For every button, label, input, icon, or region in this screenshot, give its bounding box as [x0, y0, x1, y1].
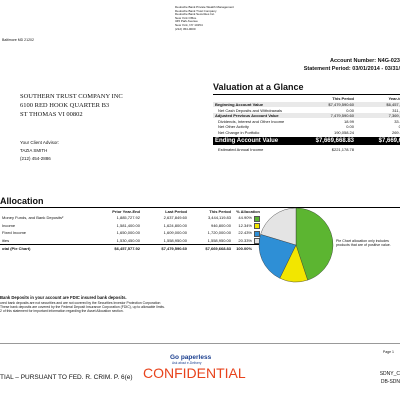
address-line: 6100 RED HOOK QUARTER B3: [20, 102, 110, 109]
bank-line: Deutsche Bank Private Wealth Management: [175, 5, 234, 9]
column-header: Prior Year-End: [112, 209, 140, 214]
advisor-phone: (212) 454-2886: [20, 156, 51, 161]
row-value: 1,885,727.92: [116, 215, 140, 220]
row-value: 20.33%: [238, 237, 252, 243]
section-title: Valuation at a Glance: [213, 82, 304, 92]
row-value: 3,444,119.83: [207, 215, 231, 220]
row-value: 0.: [399, 124, 400, 129]
pie-slice: [295, 207, 334, 281]
address-line: SOUTHERN TRUST COMPANY INC: [20, 93, 123, 100]
total-value: $7,669,668.83: [205, 246, 231, 251]
account-number: Account Number: N4G-023: [330, 58, 400, 64]
row-value: 1,581,400.00: [116, 222, 140, 228]
row-value: 1,558,950.00: [207, 237, 231, 243]
rule: [0, 207, 400, 208]
row-value: 22.43%: [238, 230, 252, 235]
row-value: $6,457,5: [386, 102, 400, 107]
legend-swatch: [254, 230, 260, 237]
page-number: Page 1: [382, 350, 394, 354]
ending-bar: [213, 137, 400, 145]
edelivery-text: Ask about e-Delivery: [172, 361, 202, 365]
row-value: 2,637,849.60: [163, 215, 187, 220]
row-label: Money Funds, and Bank Deposits²: [2, 215, 64, 220]
fdic-title: Bank Deposits in your account are FDIC i…: [0, 295, 127, 300]
row-label: Fixed Income: [2, 230, 27, 235]
row-label: Beginning Account Value: [215, 102, 264, 107]
row-value: $7,479,590.60: [328, 102, 354, 107]
row-value: 1,609,000.00: [163, 230, 187, 235]
row-value: 1,650,000.00: [116, 230, 140, 235]
row-value: 1,624,800.00: [163, 222, 187, 228]
pie-slice: [279, 244, 308, 283]
statement-period: Statement Period: 03/01/2014 - 03/31/: [303, 66, 400, 72]
bank-line: Deutsche Bank Trust Company: [175, 8, 217, 13]
bates-number: DB-SDN: [380, 379, 400, 385]
pie-note: Pie Chart allocation only includes produ…: [336, 239, 391, 248]
paperless-logo: Go paperless: [170, 354, 212, 361]
row-value: 311,8: [392, 107, 400, 113]
row-value: 44.90%: [238, 215, 252, 220]
column-header: Year-to: [388, 96, 400, 101]
row-label: Dividends, Interest and Other Income: [218, 118, 285, 124]
row-band: [213, 101, 400, 108]
row-label: Income: [2, 222, 16, 228]
bank-line: New York, NY 10154: [175, 23, 203, 27]
advisor-label: Your Client Advisor:: [20, 140, 60, 145]
total-value: $6,457,577.92: [114, 246, 140, 251]
grand-jury-legend: TIAL – PURSUANT TO FED. R. CRIM. P. 6(e): [0, 374, 133, 381]
total-label: otal (Pie Chart): [2, 246, 31, 251]
column-header: % Allocation: [236, 209, 260, 214]
legend-swatch: [254, 223, 260, 229]
bank-line: Deutsche Bank Securities Inc.: [175, 12, 216, 17]
column-header: This Period: [209, 209, 231, 214]
estimated-label: Estimated Annual Income: [218, 147, 264, 152]
estimated-value: $221,178.78: [331, 147, 354, 152]
sender-address: Baltimore MD 21202: [2, 38, 34, 42]
row-value: 33.3: [394, 118, 400, 124]
total-value: $7,479,590.60: [161, 246, 187, 251]
row-value: 1,530,450.00: [116, 237, 140, 243]
ending-value: $7,669,6: [378, 138, 400, 144]
row-value: 946,800.00: [210, 222, 231, 228]
fdic-line: 2 of this statement for important inform…: [0, 309, 124, 314]
advisor-name: TAZIA SMITH: [20, 148, 48, 153]
row-value: 269.8: [391, 130, 400, 135]
row-value: 7,479,590.60: [330, 113, 354, 119]
bates-number: SDNY_C: [379, 371, 400, 377]
rule: [0, 343, 400, 344]
pie-slice: [258, 234, 297, 279]
column-header: Last Period: [165, 209, 187, 214]
bank-line: New York Office: [175, 15, 197, 20]
row-label: Net Cash Deposits and Withdrawals: [218, 107, 283, 113]
row-value: 0.00: [346, 107, 354, 113]
row-value: 1,558,950.00: [163, 237, 187, 243]
row-label: Adjusted Previous Account Value: [215, 113, 279, 119]
column-header: This Period: [332, 96, 354, 101]
row-label: Net Change in Portfolio: [218, 130, 260, 135]
row-label: Net Other Activity: [218, 124, 249, 130]
pie-slice: [260, 207, 297, 246]
fdic-line: These bank deposits are covered by the F…: [0, 305, 165, 310]
row-value: 18.99: [343, 118, 354, 124]
total-value: 100.00%: [236, 246, 252, 251]
row-value: 12.34%: [238, 222, 252, 228]
rule: [213, 94, 400, 95]
address-line: ST THOMAS VI 00802: [20, 111, 83, 118]
rule: [0, 244, 262, 245]
row-value: 1,720,000.00: [207, 230, 231, 235]
row-value: 0.00: [346, 124, 354, 130]
row-label: ities: [2, 237, 10, 243]
ending-label: Ending Account Value: [215, 138, 279, 144]
row-value: 190,058.24: [333, 130, 354, 135]
confidential-stamp: CONFIDENTIAL: [143, 365, 246, 381]
row-value: 7,369,3: [388, 113, 400, 119]
fdic-line: ured bank deposits are not securities an…: [0, 301, 161, 305]
legend-swatch: [254, 215, 260, 222]
section-title: Allocation: [0, 196, 44, 206]
bank-line: 345 Park Avenue: [175, 19, 198, 24]
ending-value: $7,669,668.83: [315, 138, 354, 144]
row-band: [213, 112, 400, 119]
bank-line: (212) 454-0000: [175, 26, 196, 31]
